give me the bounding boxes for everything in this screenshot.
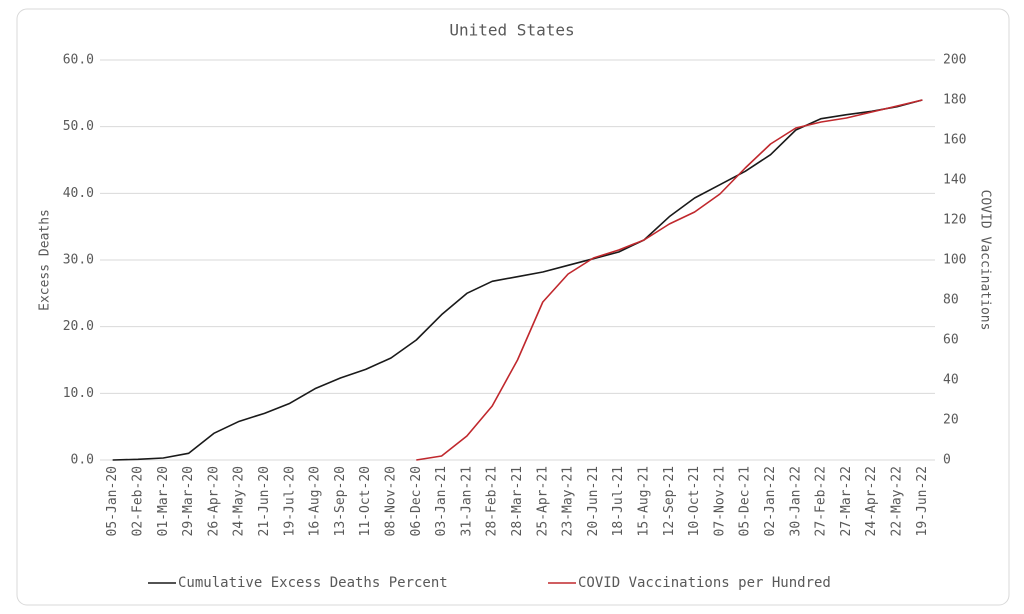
y2-tick-label: 160 [943,133,966,148]
y2-axis-label: COVID Vaccinations [978,190,993,331]
series-line [416,99,923,461]
y2-tick-label: 140 [943,173,966,188]
x-tick-label: 18-Jul-21 [611,466,626,536]
x-tick-label: 05-Dec-21 [738,466,753,536]
x-tick-label: 21-Jun-20 [257,466,272,536]
y-tick-label: 20.0 [63,319,94,334]
x-tick-label: 25-Apr-21 [535,466,550,536]
y-tick-label: 0.0 [71,453,94,468]
x-tick-label: 19-Jul-20 [282,466,297,536]
y2-tick-label: 100 [943,253,966,268]
y-tick-label: 30.0 [63,253,94,268]
x-tick-label: 19-Jun-22 [915,466,930,536]
y2-tick-label: 120 [943,213,966,228]
y-tick-label: 50.0 [63,119,94,134]
y2-tick-label: 200 [943,53,966,68]
x-tick-label: 05-Jan-20 [105,466,120,536]
y-tick-label: 60.0 [63,53,94,68]
x-tick-label: 02-Jan-22 [763,466,778,536]
x-tick-label: 10-Oct-21 [687,466,702,536]
chart-title: United States [449,21,574,40]
x-tick-label: 27-Feb-22 [814,466,829,536]
x-tick-label: 23-May-21 [561,466,576,536]
x-tick-label: 26-Apr-20 [206,466,221,536]
y-tick-label: 40.0 [63,186,94,201]
y-tick-label: 10.0 [63,386,94,401]
x-tick-label: 29-Mar-20 [181,466,196,536]
x-tick-label: 27-Mar-22 [839,466,854,536]
x-tick-label: 11-Oct-20 [358,466,373,536]
x-tick-label: 28-Feb-21 [485,466,500,536]
x-tick-label: 30-Jan-22 [788,466,803,536]
x-tick-label: 13-Sep-20 [333,466,348,536]
x-tick-label: 02-Feb-20 [130,466,145,536]
x-tick-label: 31-Jan-21 [459,466,474,536]
x-tick-label: 24-May-20 [232,466,247,536]
x-tick-label: 28-Mar-21 [510,466,525,536]
y2-tick-label: 80 [943,293,959,308]
chart-frame [16,8,1010,606]
y2-tick-label: 40 [943,373,959,388]
y2-tick-label: 20 [943,413,959,428]
x-tick-label: 20-Jun-21 [586,466,601,536]
x-tick-label: 06-Dec-20 [409,466,424,536]
x-tick-label: 24-Apr-22 [864,466,879,536]
x-tick-label: 16-Aug-20 [308,466,323,536]
y-axis-label: Excess Deaths [38,209,53,311]
y2-tick-label: 0 [943,453,951,468]
legend-label: COVID Vaccinations per Hundred [578,575,831,591]
y2-tick-label: 180 [943,93,966,108]
x-tick-label: 12-Sep-21 [662,466,677,536]
legend-label: Cumulative Excess Deaths Percent [178,575,448,591]
x-tick-label: 07-Nov-21 [712,466,727,536]
x-tick-label: 08-Nov-20 [383,466,398,536]
y2-tick-label: 60 [943,333,959,348]
x-tick-label: 03-Jan-21 [434,466,449,536]
series-line [112,99,923,461]
x-tick-label: 15-Aug-21 [637,466,652,536]
x-tick-label: 01-Mar-20 [156,466,171,536]
x-tick-label: 22-May-22 [890,466,905,536]
